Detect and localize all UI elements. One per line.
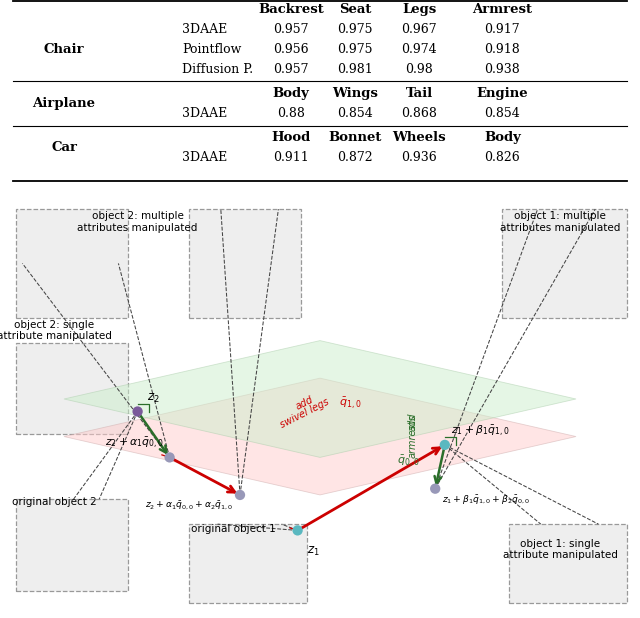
Text: $z_2$: $z_2$ bbox=[147, 392, 160, 405]
Text: object 1: single
attribute manipulated: object 1: single attribute manipulated bbox=[502, 539, 618, 561]
Text: Airplane: Airplane bbox=[33, 97, 95, 110]
Text: 0.911: 0.911 bbox=[273, 151, 309, 164]
FancyBboxPatch shape bbox=[16, 342, 128, 434]
Text: add: add bbox=[294, 394, 315, 412]
Text: 0.956: 0.956 bbox=[273, 43, 309, 56]
Text: Car: Car bbox=[51, 141, 77, 154]
Text: Seat: Seat bbox=[339, 2, 371, 15]
Polygon shape bbox=[64, 341, 576, 457]
Text: $z_1+\beta_1\bar{q}_{1,0}+\beta_2\bar{q}_{0,0}$: $z_1+\beta_1\bar{q}_{1,0}+\beta_2\bar{q}… bbox=[442, 493, 530, 506]
Text: swivel legs: swivel legs bbox=[278, 397, 331, 430]
Text: 0.854: 0.854 bbox=[484, 107, 520, 120]
FancyBboxPatch shape bbox=[16, 209, 128, 318]
Text: 0.854: 0.854 bbox=[337, 107, 373, 120]
Text: object 2: multiple
attributes manipulated: object 2: multiple attributes manipulate… bbox=[77, 211, 198, 233]
Text: 0.872: 0.872 bbox=[337, 151, 373, 164]
Text: 0.868: 0.868 bbox=[401, 107, 437, 120]
Text: Wheels: Wheels bbox=[392, 131, 446, 144]
Text: $z_2+\alpha_1\bar{q}_{0,0}$: $z_2+\alpha_1\bar{q}_{0,0}$ bbox=[104, 436, 163, 451]
Text: 3DAAE: 3DAAE bbox=[182, 23, 228, 36]
Text: 0.917: 0.917 bbox=[484, 23, 520, 36]
Text: Legs: Legs bbox=[402, 2, 436, 15]
FancyBboxPatch shape bbox=[509, 524, 627, 603]
Text: $\bar{q}_{1,0}$: $\bar{q}_{1,0}$ bbox=[339, 396, 362, 411]
Point bbox=[440, 440, 450, 450]
Text: $z_2+\alpha_1\bar{q}_{0,0}+\alpha_2\bar{q}_{1,0}$: $z_2+\alpha_1\bar{q}_{0,0}+\alpha_2\bar{… bbox=[145, 499, 234, 512]
Text: Wings: Wings bbox=[332, 87, 378, 100]
Text: object 2: single
attribute manipulated: object 2: single attribute manipulated bbox=[0, 320, 112, 341]
FancyBboxPatch shape bbox=[16, 499, 128, 591]
Text: Pointflow: Pointflow bbox=[182, 43, 242, 56]
Point bbox=[132, 407, 143, 417]
Polygon shape bbox=[64, 378, 576, 495]
Text: $z_1$: $z_1$ bbox=[307, 545, 320, 558]
Text: 0.938: 0.938 bbox=[484, 63, 520, 76]
Text: $z_1+\beta_1\bar{q}_{1,0}$: $z_1+\beta_1\bar{q}_{1,0}$ bbox=[451, 423, 509, 439]
Point bbox=[292, 525, 303, 535]
FancyBboxPatch shape bbox=[189, 524, 307, 603]
Text: 0.98: 0.98 bbox=[405, 63, 433, 76]
Text: 3DAAE: 3DAAE bbox=[182, 107, 228, 120]
Text: 0.957: 0.957 bbox=[273, 23, 309, 36]
Text: 0.88: 0.88 bbox=[277, 107, 305, 120]
Text: Bonnet: Bonnet bbox=[328, 131, 382, 144]
Text: 0.918: 0.918 bbox=[484, 43, 520, 56]
Text: 0.974: 0.974 bbox=[401, 43, 437, 56]
Text: Engine: Engine bbox=[477, 87, 528, 100]
Text: 0.967: 0.967 bbox=[401, 23, 437, 36]
Point bbox=[164, 452, 175, 462]
Text: Diffusion P.: Diffusion P. bbox=[182, 63, 253, 76]
Text: add: add bbox=[408, 413, 418, 431]
Text: Body: Body bbox=[273, 87, 310, 100]
Text: armrests: armrests bbox=[408, 415, 418, 459]
Text: Tail: Tail bbox=[406, 87, 433, 100]
Text: $\bar{q}_{0,0}$: $\bar{q}_{0,0}$ bbox=[397, 454, 419, 469]
Text: 0.957: 0.957 bbox=[273, 63, 309, 76]
FancyBboxPatch shape bbox=[502, 209, 627, 318]
Text: original object 1: original object 1 bbox=[191, 524, 276, 534]
Text: 0.975: 0.975 bbox=[337, 23, 373, 36]
Text: Backrest: Backrest bbox=[259, 2, 324, 15]
Text: original object 2: original object 2 bbox=[12, 497, 97, 507]
Text: 0.981: 0.981 bbox=[337, 63, 373, 76]
Text: Armrest: Armrest bbox=[472, 2, 532, 15]
Text: Body: Body bbox=[484, 131, 521, 144]
Text: Hood: Hood bbox=[271, 131, 311, 144]
Text: object 1: multiple
attributes manipulated: object 1: multiple attributes manipulate… bbox=[500, 211, 620, 233]
Text: 0.826: 0.826 bbox=[484, 151, 520, 164]
Text: Chair: Chair bbox=[44, 43, 84, 56]
Point bbox=[430, 484, 440, 494]
Text: 0.975: 0.975 bbox=[337, 43, 373, 56]
Text: 3DAAE: 3DAAE bbox=[182, 151, 228, 164]
FancyBboxPatch shape bbox=[189, 209, 301, 318]
Point bbox=[235, 490, 245, 500]
Text: 0.936: 0.936 bbox=[401, 151, 437, 164]
